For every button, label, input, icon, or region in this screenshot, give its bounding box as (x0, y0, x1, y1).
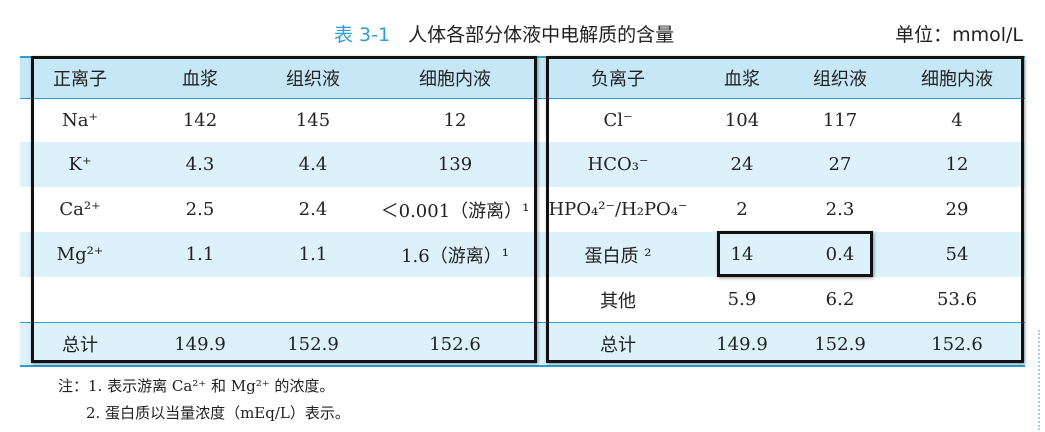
anion-cell: 0.4 (825, 244, 855, 265)
cation-cell: 12 (443, 110, 467, 131)
table-caption: 人体各部分体液中电解质的含量 (408, 24, 675, 46)
anion-cell: 总计 (600, 335, 636, 356)
anion-cell: 2.3 (825, 199, 855, 220)
cation-cell: 1.1 (185, 244, 215, 265)
table-row: Na⁺ 142 145 12 Cl⁻ 104 117 4 (20, 99, 1025, 142)
table-row: Ca²⁺ 2.5 2.4 ＜0.001（游离）¹ HPO₄²⁻/H₂PO₄⁻ 2 2.3 29 (20, 187, 1025, 232)
table-title: 表 3-1 人体各部分体液中电解质的含量 (334, 20, 674, 47)
anion-cell: 24 (730, 154, 754, 175)
anion-cell: 149.9 (716, 333, 768, 355)
cation-cell: Ca²⁺ (59, 199, 101, 220)
anion-cell: 29 (945, 199, 969, 220)
anion-cell: HPO₄²⁻/H₂PO₄⁻ (548, 199, 688, 220)
unit-label: 单位：mmol/L (895, 24, 1023, 46)
anion-cell: 14 (730, 244, 754, 265)
anion-cell: 53.6 (936, 289, 978, 310)
anion-cell: 152.9 (814, 333, 866, 355)
anion-highlight-box (546, 56, 1024, 363)
cation-highlight-box (31, 56, 537, 363)
table-row: 其他 5.9 6.2 53.6 (20, 277, 1025, 322)
cation-cell: 总计 (62, 335, 98, 356)
table-row: Mg²⁺ 1.1 1.1 1.6（游离）¹ 蛋白质 ² 14 0.4 54 (20, 232, 1025, 277)
cation-cell: 152.6 (429, 333, 481, 355)
cation-cell: 4.4 (298, 154, 328, 175)
cation-cell: 142 (182, 110, 218, 131)
protein-highlight-box (717, 231, 873, 277)
anion-cell: HCO₃⁻ (587, 154, 649, 175)
right-header-cell: 血浆 (724, 69, 760, 90)
anion-cell: Cl⁻ (603, 110, 633, 131)
anion-cell: 117 (822, 110, 858, 131)
cation-cell: Na⁺ (62, 110, 98, 131)
cation-cell: 1.6（游离）¹ (401, 245, 509, 267)
anion-cell: 6.2 (825, 289, 855, 310)
page-edge-dots (1038, 330, 1040, 430)
left-header-cell: 细胞内液 (419, 69, 491, 90)
note-2: 2. 蛋白质以当量浓度（mEq/L）表示。 (86, 404, 350, 422)
anion-cell: 2 (736, 199, 748, 220)
header-row: 正离子 血浆 组织液 细胞内液 负离子 血浆 组织液 细胞内液 (20, 58, 1025, 99)
cation-cell: Mg²⁺ (56, 244, 104, 265)
right-header-cell: 组织液 (813, 69, 867, 90)
right-header-cell: 细胞内液 (921, 69, 993, 90)
cation-cell: ＜0.001（游离）¹ (380, 200, 530, 222)
cation-cell: K⁺ (68, 154, 92, 175)
total-row: 总计 149.9 152.9 152.6 总计 149.9 152.9 152.6 (20, 322, 1025, 365)
cation-cell: 1.1 (298, 244, 328, 265)
anion-cell: 27 (828, 154, 852, 175)
anion-cell: 12 (945, 154, 969, 175)
cation-cell: 149.9 (174, 333, 226, 355)
left-header-cell: 组织液 (286, 69, 340, 90)
anion-cell: 蛋白质 ² (584, 245, 652, 267)
cation-cell: 152.9 (287, 333, 339, 355)
electrolyte-table: 正离子 血浆 组织液 细胞内液 负离子 血浆 组织液 细胞内液 Na⁺ 142 145 12 Cl⁻ 1… (20, 56, 1025, 367)
left-header-cell: 血浆 (182, 69, 218, 90)
cation-cell: 139 (437, 154, 473, 175)
anion-cell: 54 (945, 244, 969, 265)
cation-cell: 2.5 (185, 199, 215, 220)
table-number: 表 3-1 (334, 24, 391, 46)
anion-cell: 152.6 (931, 333, 983, 355)
anion-cell: 5.9 (727, 289, 757, 310)
right-header-cell: 负离子 (591, 69, 645, 90)
cation-cell: 4.3 (185, 154, 215, 175)
anion-cell: 4 (951, 110, 963, 131)
cation-cell: 2.4 (298, 199, 328, 220)
table-row: K⁺ 4.3 4.4 139 HCO₃⁻ 24 27 12 (20, 142, 1025, 187)
anion-cell: 104 (724, 110, 760, 131)
cation-cell: 145 (295, 110, 331, 131)
left-header-cell: 正离子 (53, 69, 107, 90)
note-1: 注：1. 表示游离 Ca²⁺ 和 Mg²⁺ 的浓度。 (58, 377, 335, 395)
anion-cell: 其他 (600, 290, 636, 312)
